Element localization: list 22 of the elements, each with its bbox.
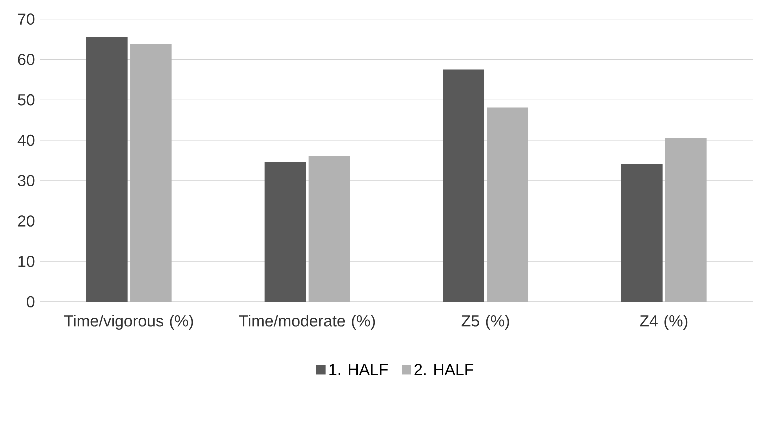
bar [264,162,306,302]
y-tick-label: 30 [18,175,35,187]
bar [86,38,128,302]
y-tick-label: 50 [18,94,35,106]
bar [308,156,350,302]
bar [487,108,529,302]
y-tick-label: 40 [18,134,35,146]
y-tick-label: 0 [27,296,35,308]
x-tick-label: Z5 (%) [462,315,510,330]
legend-label: 2. HALF [414,364,474,376]
x-tick-label: Z4 (%) [640,315,688,330]
y-tick-label: 10 [18,256,35,268]
y-tick-label: 60 [18,54,35,66]
y-tick-label: 20 [18,216,35,227]
y-tick-label: 70 [18,14,35,25]
bar [130,44,172,302]
bar [622,164,663,302]
x-tick-label: Time/moderate (%) [239,315,376,330]
bar [443,70,485,302]
x-tick-label: Time/vigorous (%) [64,315,194,330]
bar [666,138,707,302]
legend-label: 1. HALF [330,364,388,376]
